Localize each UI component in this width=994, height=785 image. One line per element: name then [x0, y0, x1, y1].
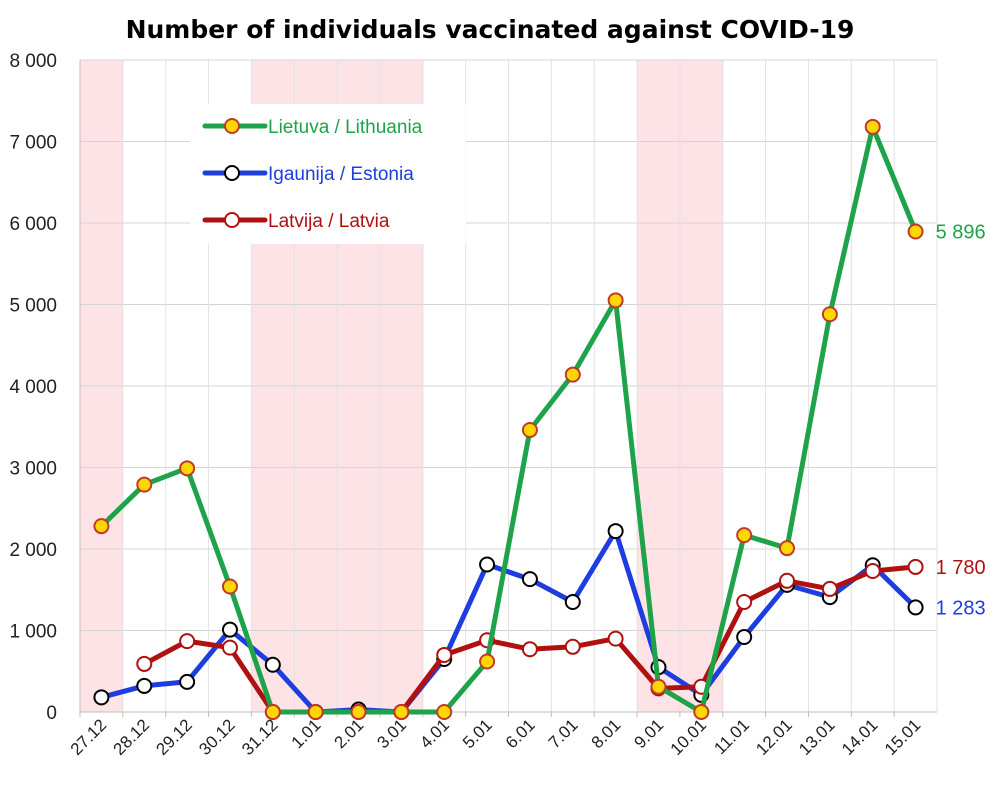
- y-tick-label: 7 000: [9, 133, 57, 154]
- data-point: [864, 563, 881, 580]
- x-tick-label: 8.01: [588, 715, 625, 752]
- series-layer: [93, 118, 924, 720]
- data-point: [350, 704, 367, 720]
- x-tick-label: 27.12: [67, 715, 111, 759]
- data-point: [393, 704, 410, 720]
- x-tick-label: 14.01: [838, 715, 882, 759]
- x-tick-label: 2.01: [331, 715, 368, 752]
- legend-label: Lietuva / Lithuania: [268, 117, 423, 138]
- data-point: [564, 366, 581, 383]
- x-tick-label: 10.01: [667, 715, 711, 759]
- data-point: [693, 704, 710, 720]
- x-tick-label: 11.01: [710, 715, 753, 758]
- y-tick-label: 6 000: [9, 214, 57, 235]
- data-point: [779, 540, 796, 557]
- x-tick-label: 6.01: [502, 715, 539, 752]
- end-value-label: 5 896: [936, 221, 986, 243]
- data-point: [779, 572, 796, 589]
- data-point: [907, 223, 924, 240]
- data-point: [436, 646, 453, 663]
- x-tick-label: 13.01: [795, 715, 839, 759]
- data-point: [479, 653, 496, 670]
- end-labels: 5 896 1 283 1 780: [936, 221, 986, 619]
- legend-marker: [224, 212, 240, 228]
- data-point: [136, 677, 153, 694]
- legend-marker: [224, 165, 240, 181]
- data-point: [607, 292, 624, 309]
- data-point: [907, 599, 924, 616]
- data-point: [521, 641, 538, 658]
- y-tick-label: 3 000: [9, 459, 57, 480]
- x-tick-label: 7.01: [545, 715, 582, 752]
- data-point: [736, 629, 753, 646]
- y-tick-label: 0: [46, 703, 57, 724]
- legend-label: Latvija / Latvia: [268, 211, 390, 232]
- data-point: [221, 621, 238, 638]
- chart-title: Number of individuals vaccinated against…: [126, 15, 855, 44]
- y-tick-label: 4 000: [9, 377, 57, 398]
- series-line: [98, 528, 919, 715]
- data-point: [179, 633, 196, 650]
- data-point: [93, 518, 110, 535]
- x-tick-label: 3.01: [373, 715, 410, 752]
- data-point: [564, 638, 581, 655]
- data-point: [264, 656, 281, 673]
- data-point: [179, 460, 196, 477]
- data-point: [650, 678, 667, 695]
- data-point: [264, 704, 281, 720]
- y-tick-label: 2 000: [9, 540, 57, 561]
- y-tick-label: 1 000: [9, 622, 57, 643]
- data-point: [221, 639, 238, 656]
- data-point: [179, 673, 196, 690]
- series-1: [93, 523, 924, 720]
- data-point: [521, 422, 538, 439]
- data-point: [736, 527, 753, 544]
- x-tick-label: 12.01: [752, 715, 796, 759]
- x-tick-label: 28.12: [110, 715, 154, 759]
- data-point: [479, 556, 496, 573]
- x-tick-label: 5.01: [459, 715, 496, 752]
- end-value-label: 1 283: [936, 597, 986, 619]
- end-value-label: 1 780: [936, 557, 986, 579]
- data-point: [864, 118, 881, 135]
- legend-marker: [224, 118, 240, 134]
- legend-label: Igaunija / Estonia: [268, 164, 414, 185]
- x-tick-label: 29.12: [152, 715, 196, 759]
- series-0: [93, 118, 924, 720]
- data-point: [307, 704, 324, 720]
- legend: Lietuva / Lithuania Igaunija / Estonia Lat…: [190, 104, 466, 244]
- x-tick-label: 1.01: [288, 715, 325, 752]
- y-tick-label: 8 000: [9, 51, 57, 72]
- data-point: [821, 306, 838, 323]
- data-point: [821, 580, 838, 597]
- data-point: [221, 578, 238, 595]
- x-tick-label: 15.01: [881, 715, 925, 759]
- data-point: [736, 593, 753, 610]
- x-tick-label: 4.01: [416, 715, 453, 752]
- x-tick-label: 30.12: [195, 715, 239, 759]
- y-tick-label: 5 000: [9, 296, 57, 317]
- data-point: [436, 704, 453, 720]
- axes: 0 1 000 2 000 3 000 4 000 5 000 6 000 7 000 8 00…: [9, 51, 937, 759]
- data-point: [607, 523, 624, 540]
- data-point: [907, 558, 924, 575]
- data-point: [93, 689, 110, 706]
- data-point: [521, 571, 538, 588]
- data-point: [136, 655, 153, 672]
- data-point: [564, 593, 581, 610]
- x-tick-label: 9.01: [630, 715, 667, 752]
- data-point: [136, 476, 153, 493]
- data-point: [607, 630, 624, 647]
- x-tick-label: 31.12: [238, 715, 282, 759]
